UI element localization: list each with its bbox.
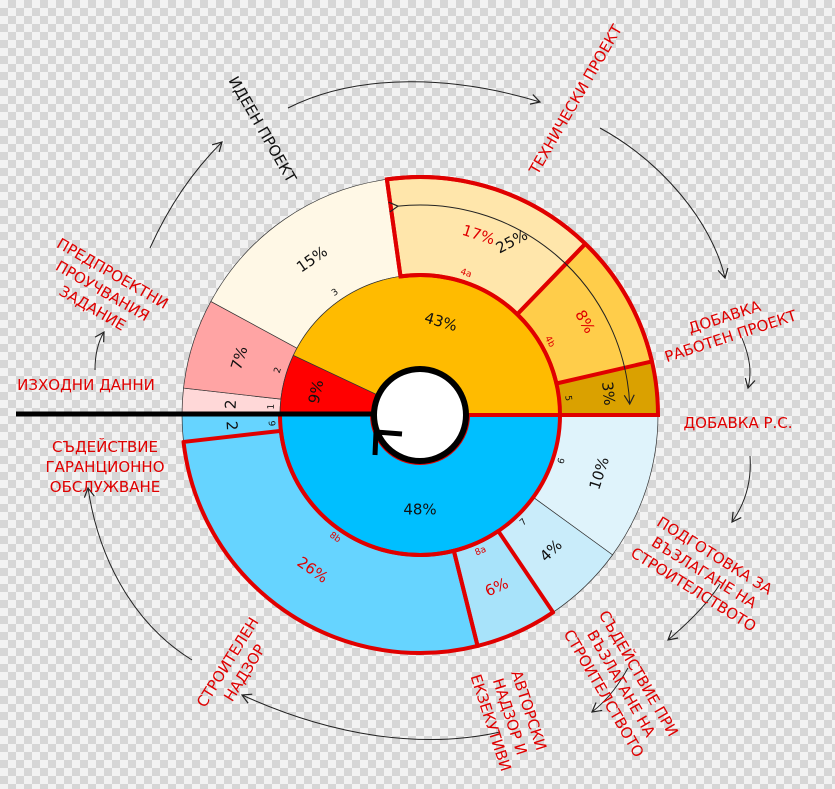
stage-concept-label: ИДЕЕН ПРОЕКТ bbox=[225, 73, 301, 186]
outer-4a-number: 4a bbox=[459, 267, 473, 280]
bracket-arc bbox=[388, 201, 635, 406]
cycle-arrow-8 bbox=[591, 667, 629, 713]
cycle-arrow-3 bbox=[287, 81, 542, 109]
outer-5-percent: 3% bbox=[598, 381, 619, 407]
cycle-arrows bbox=[83, 81, 756, 741]
outer-9-number: 9 bbox=[266, 420, 276, 427]
stage-initial-data-label: ИЗХОДНИ ДАННИ bbox=[17, 376, 155, 394]
cycle-arrow-7 bbox=[667, 583, 721, 641]
outer-2-number: 2 bbox=[273, 366, 284, 374]
outer-3-number: 3 bbox=[330, 287, 340, 298]
outer-5-number: 5 bbox=[562, 395, 573, 402]
stage-tender-prep-label: ПОДГОТОВКА ЗАВЪЗЛАГАНЕ НАСТРОИТЕЛСТВОТО bbox=[627, 510, 780, 636]
center-arrow-icon bbox=[372, 429, 403, 456]
outer-1-percent: 2 bbox=[222, 399, 241, 410]
outer-6-number: 6 bbox=[557, 457, 568, 466]
stage-author-label: АВТОРСКИНАДЗОР ИЕКЗЕКУТИВИ bbox=[467, 660, 553, 774]
cycle-arrow-6 bbox=[731, 455, 751, 524]
stage-rs-label: ДОБАВКА Р.С. bbox=[683, 414, 792, 432]
stage-warranty-label: СЪДЕЙСТВИЕ ГАРАНЦИОННО ОБСЛУЖВАНЕ bbox=[45, 437, 164, 496]
outer-9-percent: 2 bbox=[223, 420, 242, 431]
cycle-arrow-10 bbox=[83, 486, 193, 661]
stage-technical-label: ТЕХНИЧЕСКИ ПРОЕКТ bbox=[525, 21, 626, 179]
inner-initial-percent: 9% bbox=[305, 378, 328, 405]
stage-working-label: ДОБАВКАРАБОТЕН ПРОЕКТ bbox=[656, 287, 799, 366]
center-ring bbox=[371, 366, 469, 464]
cycle-arrow-2 bbox=[149, 141, 223, 249]
stage-tender-assist-label: СЪДЕЙСТВИЕ ПРИВЪЗЛАГАНЕ НАСТРОИТЕЛСТВОТО bbox=[560, 606, 683, 761]
outer-1-number: 1 bbox=[267, 403, 277, 409]
outer-8a-number: 8a bbox=[474, 545, 488, 559]
outer-7-number: 7 bbox=[518, 517, 529, 528]
stage-predesign-label: ПРЕДПРОЕКТНИПРОУЧВАНИЯЗАДАНИЕ bbox=[34, 235, 172, 348]
cycle-arrow-1 bbox=[94, 330, 105, 371]
inner-construction-percent: 48% bbox=[403, 501, 436, 519]
cycle-arrow-5 bbox=[741, 337, 756, 390]
cycle-arrow-4 bbox=[599, 127, 729, 280]
cycle-arrow-9 bbox=[240, 693, 501, 741]
